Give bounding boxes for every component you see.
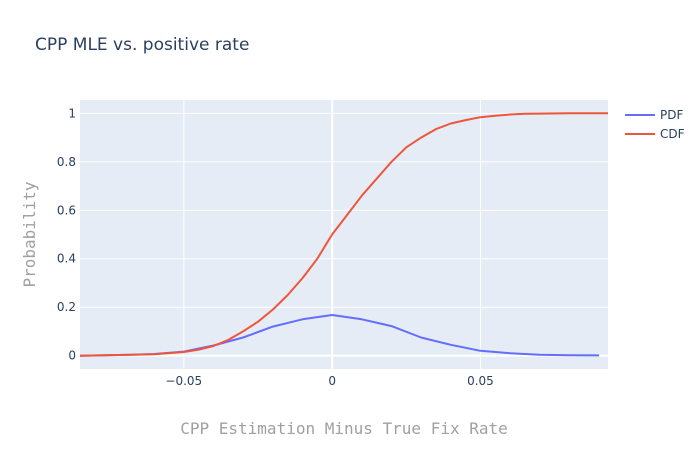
x-tick-label: −0.05 — [165, 374, 202, 388]
series-layer — [79, 112, 608, 357]
y-tick-label: 1 — [68, 106, 76, 120]
legend-label: CDF — [660, 127, 685, 141]
legend-item-cdf[interactable]: CDF — [625, 127, 685, 141]
grid-lines — [80, 100, 608, 369]
x-tick-labels: −0.05 0 0.05 — [165, 374, 493, 388]
x-axis-title: CPP Estimation Minus True Fix Rate — [180, 419, 508, 438]
chart-title: CPP MLE vs. positive rate — [35, 35, 249, 55]
legend: PDF CDF — [625, 108, 685, 141]
y-tick-label: 0.4 — [57, 252, 76, 266]
x-tick-label: 0.05 — [467, 374, 494, 388]
y-tick-label: 0.2 — [57, 300, 76, 314]
y-axis-title: Probability — [20, 181, 39, 287]
legend-item-pdf[interactable]: PDF — [625, 108, 683, 122]
series-line-cdf — [79, 112, 608, 357]
y-tick-label: 0 — [68, 349, 76, 363]
plot-area — [80, 100, 608, 369]
y-tick-labels: 0 0.2 0.4 0.6 0.8 1 — [57, 106, 76, 362]
y-tick-label: 0.8 — [57, 155, 76, 169]
legend-label: PDF — [660, 108, 683, 122]
x-tick-label: 0 — [328, 374, 336, 388]
y-tick-label: 0.6 — [57, 203, 76, 217]
